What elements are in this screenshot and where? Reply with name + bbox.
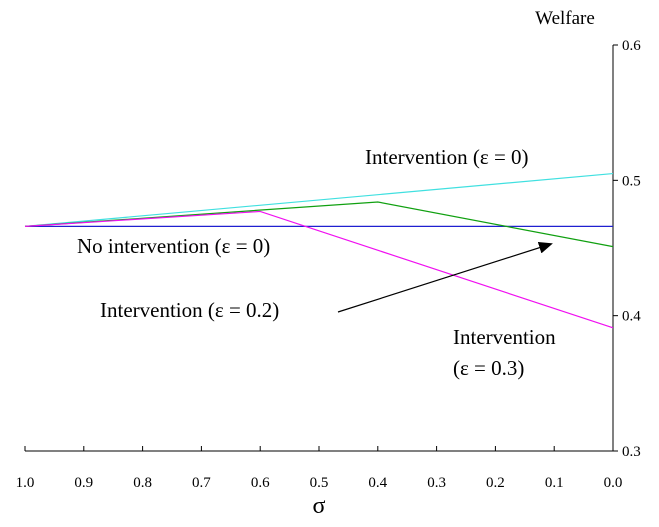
annotation-no-intervention-eps-0: No intervention (ε = 0) — [77, 234, 270, 258]
x-tick-label: 0.0 — [604, 475, 623, 491]
x-tick-label: 0.9 — [74, 475, 93, 491]
x-axis-title: σ — [313, 493, 326, 519]
series-line-intervention-eps-0-3 — [24, 210, 614, 329]
annotation-intervention-eps-0-3-line2: (ε = 0.3) — [453, 356, 524, 380]
annotation-intervention-eps-0-3-line1: Intervention — [453, 325, 556, 349]
series-line-intervention-eps-0-2 — [24, 201, 614, 248]
annotation-intervention-eps-0: Intervention (ε = 0) — [365, 145, 529, 169]
annotation-arrow — [337, 241, 553, 313]
y-tick-label: 0.6 — [622, 38, 641, 54]
y-axis-title: Welfare — [535, 8, 595, 29]
x-tick-label: 0.7 — [192, 475, 211, 491]
y-tick-label: 0.5 — [622, 173, 641, 189]
x-tick-label: 0.8 — [133, 475, 152, 491]
series-layer — [24, 172, 614, 329]
x-tick-label: 0.5 — [310, 475, 329, 491]
x-tick-label: 0.6 — [251, 475, 270, 491]
x-tick-label: 0.4 — [368, 475, 387, 491]
x-tick-label: 0.3 — [427, 475, 446, 491]
x-tick-label: 1.0 — [16, 475, 35, 491]
y-tick-label: 0.3 — [622, 444, 641, 460]
annotation-intervention-eps-0-2: Intervention (ε = 0.2) — [100, 298, 279, 322]
y-tick-label: 0.4 — [622, 309, 641, 325]
axes: 1.0 0.9 0.8 0.7 0.6 0.5 0.4 0.3 0.2 0.1 0.0 0.3 0.4… — [16, 38, 642, 491]
x-tick-label: 0.1 — [545, 475, 564, 491]
series-line-intervention-eps-0 — [24, 172, 614, 227]
x-tick-label: 0.2 — [486, 475, 505, 491]
